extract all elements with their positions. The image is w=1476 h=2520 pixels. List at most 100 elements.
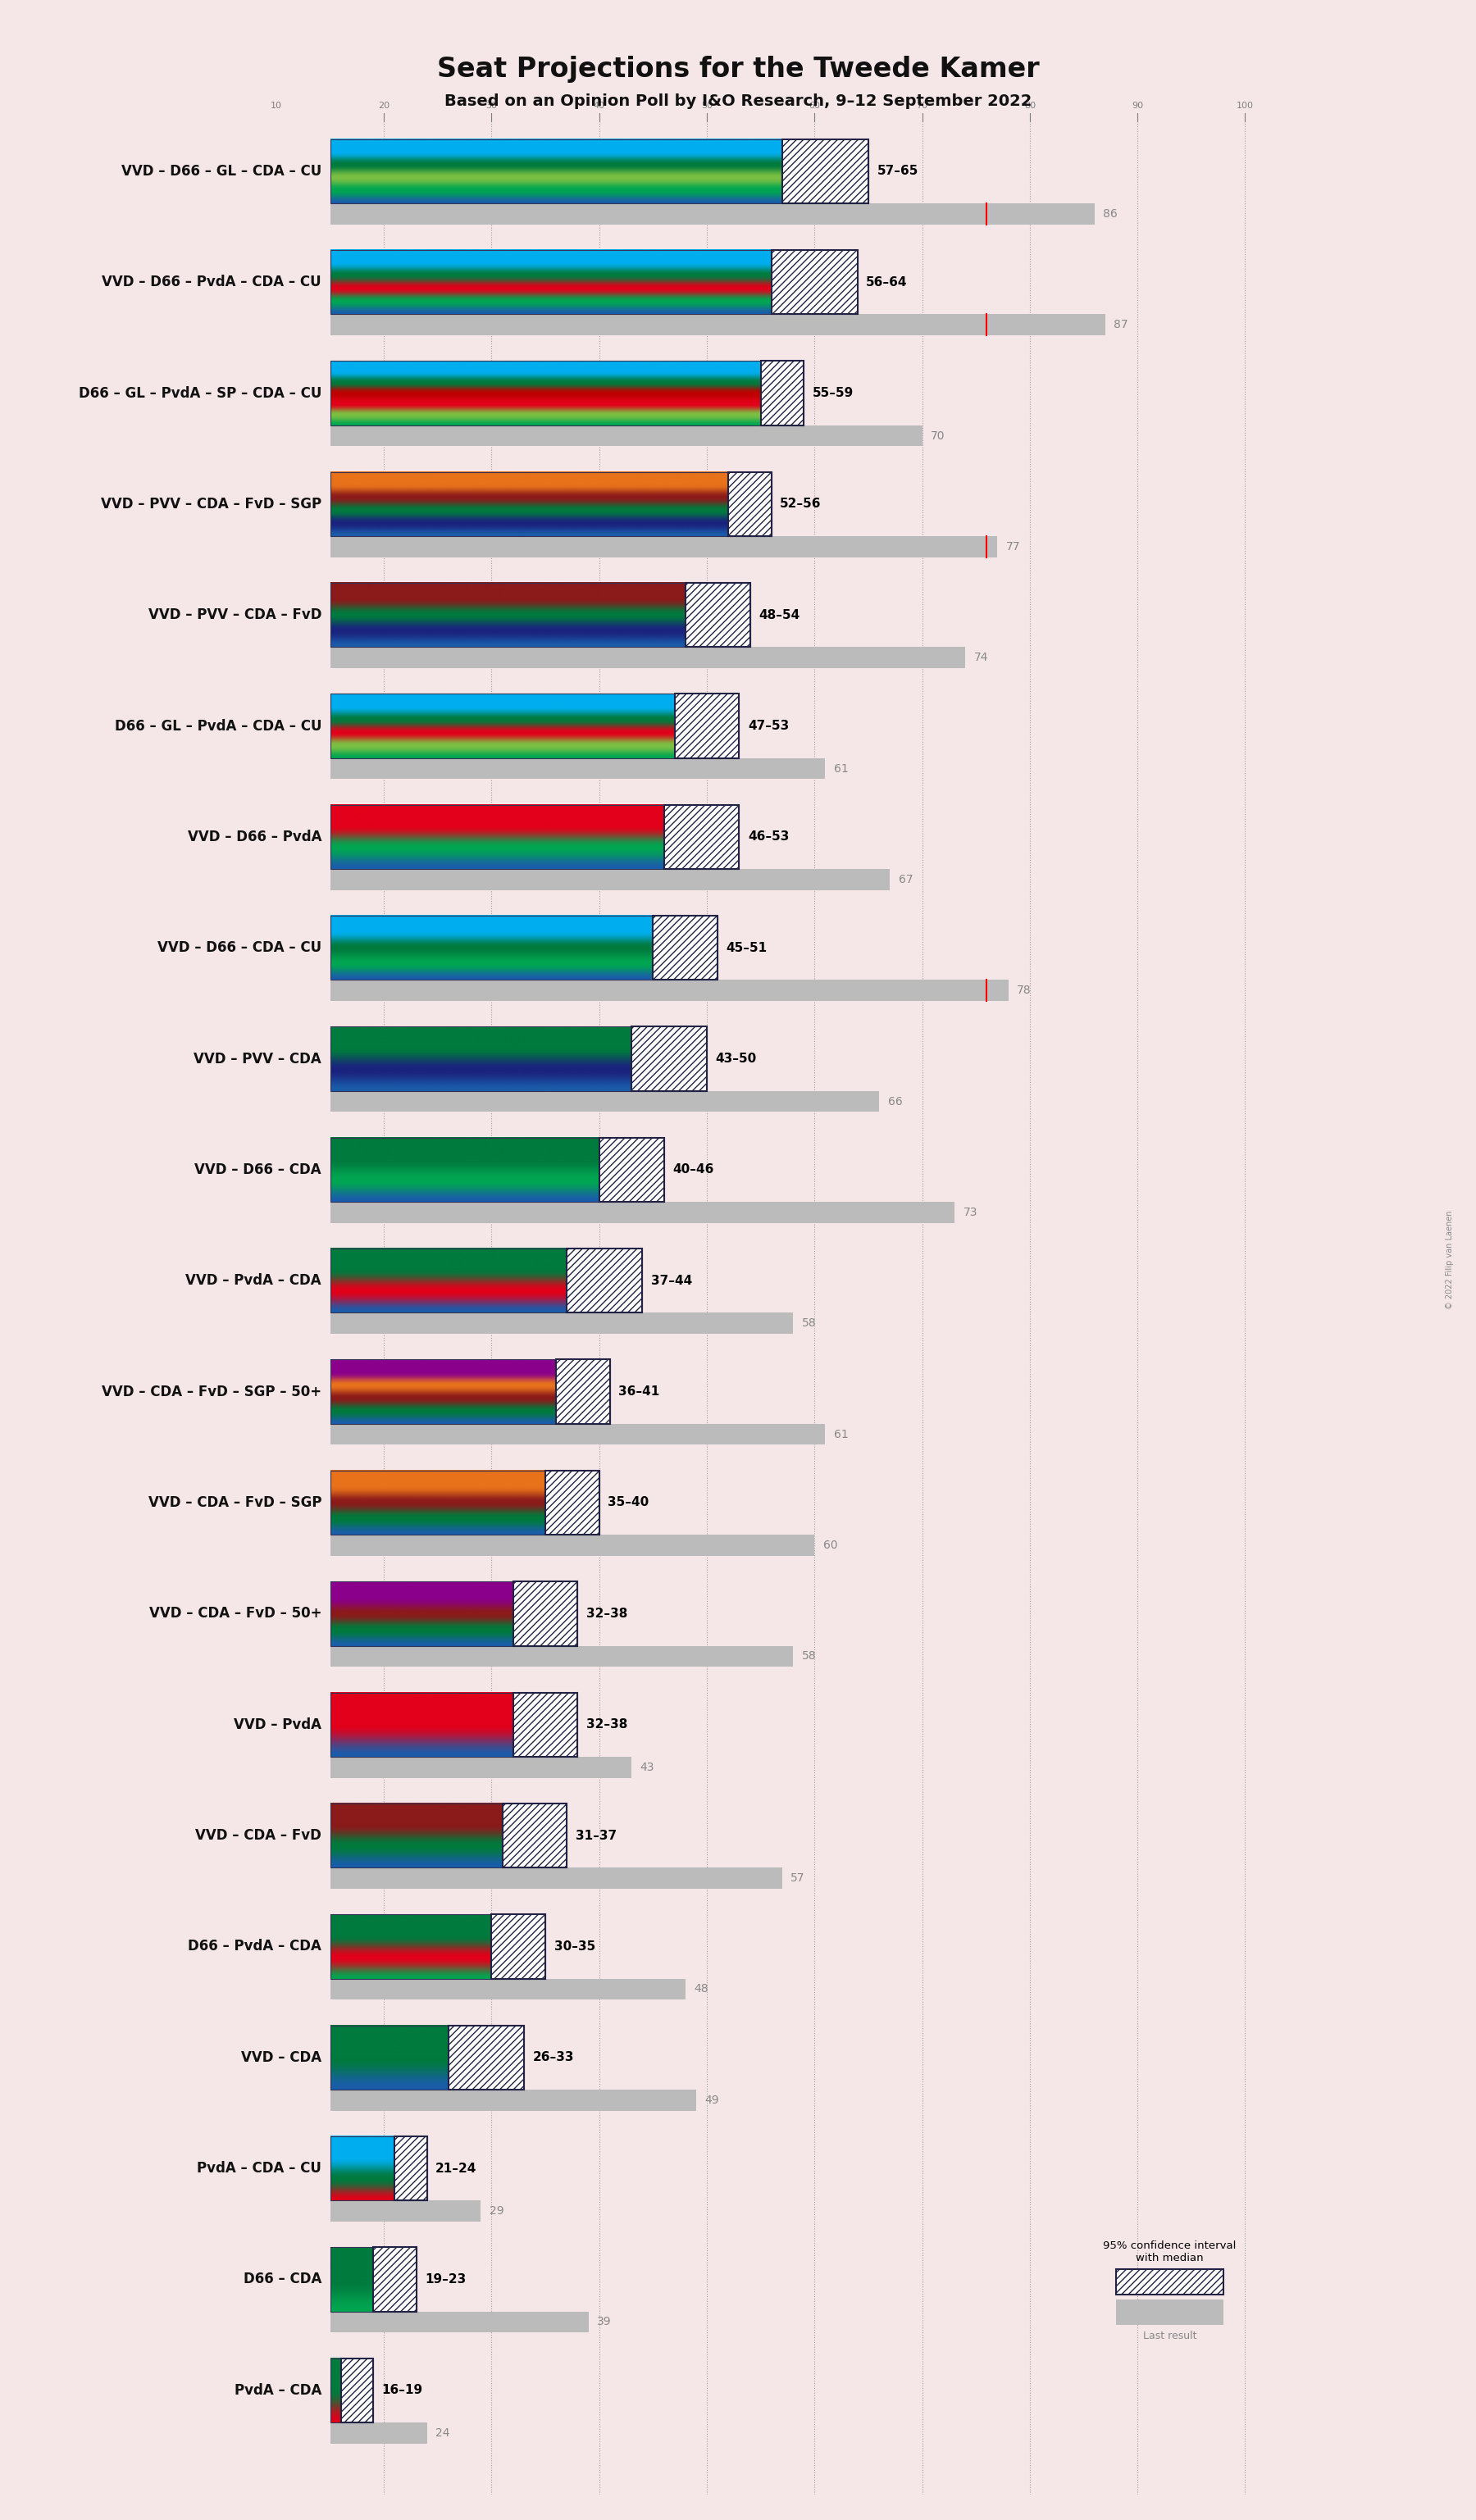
Bar: [331, 1756, 632, 1777]
Text: Seat Projections for the Tweede Kamer: Seat Projections for the Tweede Kamer: [437, 55, 1039, 83]
Text: 70: 70: [917, 101, 928, 111]
Bar: [1116, 2301, 1224, 2326]
Text: © 2022 Filip van Laenen: © 2022 Filip van Laenen: [1445, 1210, 1454, 1310]
Text: D66 – GL – PvdA – CDA – CU: D66 – GL – PvdA – CDA – CU: [115, 718, 322, 733]
Bar: [331, 1915, 546, 1978]
Bar: [331, 648, 965, 668]
Bar: [331, 1583, 577, 1646]
Text: 31–37: 31–37: [576, 1830, 617, 1842]
Text: VVD – D66 – PvdA – CDA – CU: VVD – D66 – PvdA – CDA – CU: [102, 275, 322, 290]
Text: 36–41: 36–41: [618, 1386, 660, 1399]
Text: 90: 90: [1132, 101, 1144, 111]
Text: VVD – CDA: VVD – CDA: [241, 2051, 322, 2064]
Bar: [502, 1804, 567, 1867]
Text: 52–56: 52–56: [779, 499, 822, 509]
Text: 61: 61: [834, 764, 849, 774]
Bar: [331, 1424, 825, 1444]
Text: 50: 50: [701, 101, 713, 111]
Bar: [331, 2359, 373, 2422]
Text: 43: 43: [641, 1761, 654, 1774]
Bar: [331, 360, 804, 426]
Bar: [331, 1361, 610, 1424]
Bar: [599, 1137, 664, 1202]
Text: PvdA – CDA – CU: PvdA – CDA – CU: [196, 2162, 322, 2175]
Text: 29: 29: [490, 2205, 503, 2218]
Text: 32–38: 32–38: [586, 1719, 627, 1731]
Text: 24: 24: [435, 2427, 450, 2439]
Text: 80: 80: [1024, 101, 1036, 111]
Text: VVD – CDA – FvD – SGP: VVD – CDA – FvD – SGP: [148, 1494, 322, 1509]
Bar: [556, 1361, 610, 1424]
Text: 74: 74: [974, 653, 987, 663]
Bar: [772, 249, 858, 315]
Bar: [514, 1583, 577, 1646]
Bar: [331, 1091, 880, 1111]
Bar: [331, 980, 1008, 1000]
Text: 49: 49: [704, 2094, 719, 2107]
Bar: [782, 139, 868, 204]
Text: 19–23: 19–23: [425, 2273, 466, 2286]
Bar: [492, 1915, 546, 1978]
Bar: [331, 582, 750, 648]
Bar: [394, 2137, 427, 2200]
Text: 43–50: 43–50: [716, 1053, 757, 1066]
Text: 60: 60: [824, 1540, 837, 1550]
Text: 30–35: 30–35: [554, 1940, 595, 1953]
Bar: [331, 759, 825, 779]
Text: 73: 73: [962, 1207, 977, 1217]
Text: D66 – CDA: D66 – CDA: [244, 2273, 322, 2286]
Bar: [331, 537, 998, 557]
Text: 77: 77: [1007, 542, 1020, 552]
Bar: [331, 869, 890, 890]
Bar: [331, 1313, 793, 1333]
Text: 30: 30: [486, 101, 497, 111]
Bar: [331, 315, 1106, 335]
Text: VVD – PVV – CDA – FvD – SGP: VVD – PVV – CDA – FvD – SGP: [100, 496, 322, 512]
Text: 86: 86: [1103, 209, 1117, 219]
Text: 20: 20: [378, 101, 390, 111]
Bar: [331, 2422, 427, 2444]
Text: 87: 87: [1114, 320, 1128, 330]
Bar: [675, 693, 739, 759]
Text: 67: 67: [899, 874, 912, 885]
Bar: [331, 471, 772, 537]
Text: VVD – PVV – CDA: VVD – PVV – CDA: [193, 1051, 322, 1066]
Bar: [331, 693, 739, 759]
Bar: [331, 1867, 782, 1887]
Text: 40–46: 40–46: [673, 1164, 714, 1177]
Text: 70: 70: [931, 431, 945, 441]
Bar: [514, 1693, 577, 1756]
Bar: [728, 471, 772, 537]
Bar: [567, 1247, 642, 1313]
Text: 45–51: 45–51: [726, 942, 768, 955]
Text: 57: 57: [791, 1872, 806, 1885]
Bar: [331, 139, 868, 204]
Text: 39: 39: [598, 2316, 611, 2328]
Bar: [685, 582, 750, 648]
Text: Based on an Opinion Poll by I&O Research, 9–12 September 2022: Based on an Opinion Poll by I&O Research…: [444, 93, 1032, 108]
Text: VVD – PvdA: VVD – PvdA: [233, 1716, 322, 1731]
Bar: [341, 2359, 373, 2422]
Bar: [449, 2026, 524, 2089]
Bar: [331, 1137, 664, 1202]
Bar: [331, 2248, 416, 2311]
Text: VVD – PVV – CDA – FvD: VVD – PVV – CDA – FvD: [148, 607, 322, 622]
Bar: [331, 1978, 685, 1998]
Bar: [331, 1693, 577, 1756]
Bar: [546, 1472, 599, 1535]
Text: 47–53: 47–53: [748, 721, 790, 733]
Text: 57–65: 57–65: [877, 166, 918, 176]
Bar: [1116, 2271, 1224, 2296]
Text: 48: 48: [694, 1983, 708, 1996]
Text: Last result: Last result: [1142, 2331, 1197, 2341]
Text: 10: 10: [270, 101, 282, 111]
Text: 60: 60: [809, 101, 821, 111]
Bar: [331, 804, 739, 869]
Text: 35–40: 35–40: [608, 1497, 649, 1509]
Bar: [331, 1247, 642, 1313]
Text: 40: 40: [593, 101, 605, 111]
Bar: [331, 2137, 427, 2200]
Text: VVD – D66 – CDA – CU: VVD – D66 – CDA – CU: [158, 940, 322, 955]
Bar: [652, 915, 717, 980]
Text: 48–54: 48–54: [759, 610, 800, 620]
